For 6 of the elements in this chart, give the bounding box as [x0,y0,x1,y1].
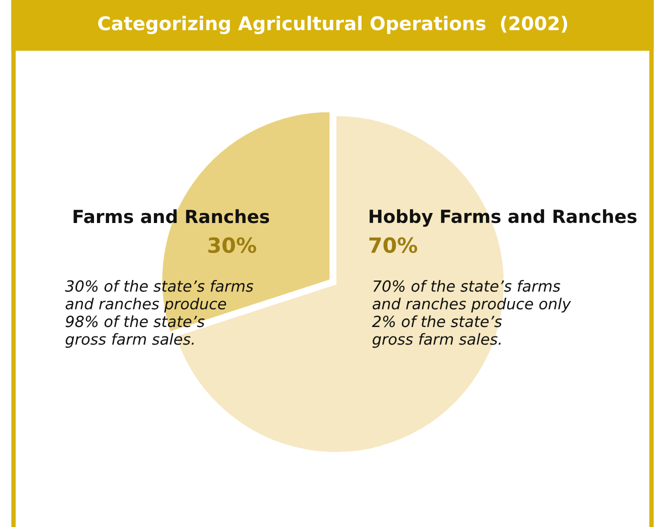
data-label: 70% [369,237,418,254]
slice-label: Farms and Ranches [74,209,270,224]
chart-title: Categorizing Agricultural Operations (2002) [98,16,568,34]
data-label: 30% [208,237,256,254]
text: 70% of the state’s farms and ranches produce only 2% of the state’s gross farm sales. [372,280,572,348]
slice-label: Hobby Farms and Ranches [370,209,637,227]
